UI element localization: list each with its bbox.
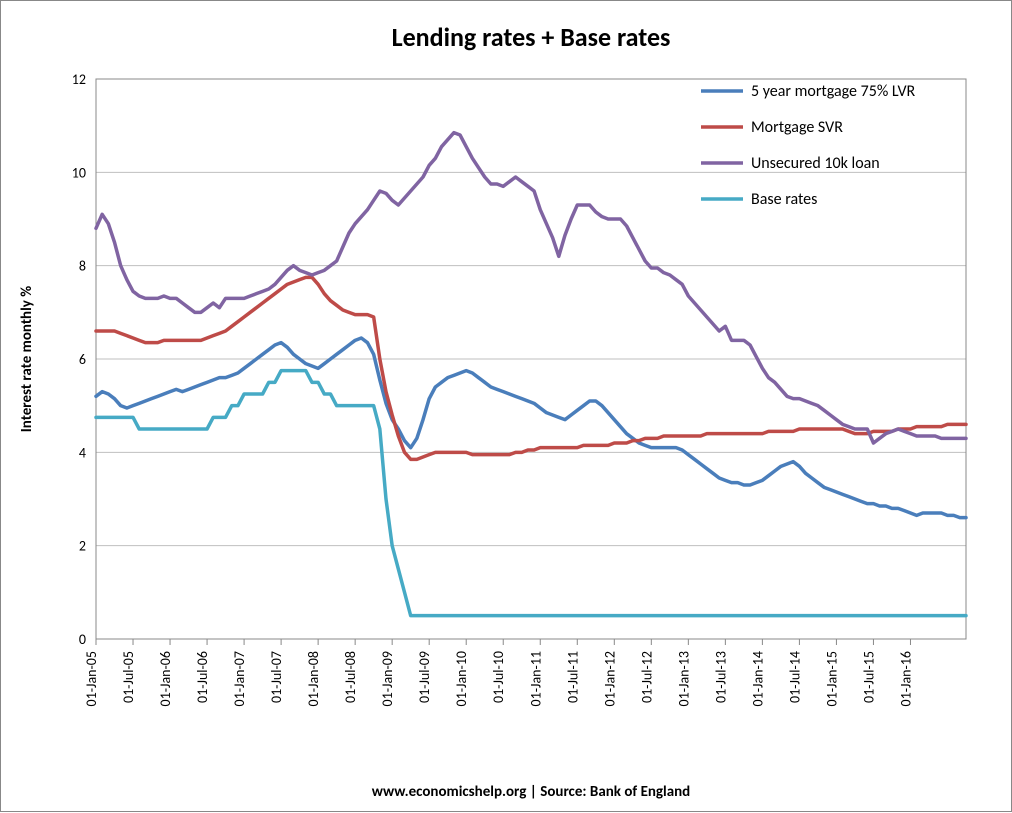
x-tick-label: 01-Jan-15 (823, 651, 840, 706)
x-tick-label: 01-Jul-10 (490, 651, 507, 703)
x-tick-label: 01-Jan-14 (749, 651, 766, 706)
y-tick-label: 8 (79, 258, 86, 275)
x-tick-label: 01-Jan-09 (379, 651, 396, 706)
chart-frame: { "chart": { "type": "line", "title": "L… (0, 0, 1012, 812)
x-tick-label: 01-Jul-15 (860, 651, 877, 703)
series-line (96, 277, 966, 459)
y-tick-label: 4 (79, 444, 86, 461)
y-tick-label: 0 (79, 631, 86, 648)
x-tick-label: 01-Jan-07 (231, 651, 248, 706)
x-tick-label: 01-Jan-11 (527, 651, 544, 706)
legend-label: Unsecured 10k loan (751, 154, 880, 173)
x-tick-label: 01-Jul-07 (268, 651, 285, 703)
y-axis-label: Interest rate monthly % (18, 286, 36, 432)
series-line (96, 133, 966, 443)
x-tick-label: 01-Jan-10 (453, 651, 470, 706)
y-tick-label: 12 (72, 71, 86, 88)
x-tick-label: 01-Jul-06 (194, 651, 211, 703)
x-tick-label: 01-Jul-12 (638, 651, 655, 703)
x-tick-label: 01-Jan-16 (897, 651, 914, 706)
x-tick-label: 01-Jul-05 (120, 651, 137, 703)
y-tick-label: 2 (79, 538, 86, 555)
legend-label: Mortgage SVR (751, 118, 843, 137)
x-tick-label: 01-Jul-13 (712, 651, 729, 703)
x-tick-label: 01-Jul-14 (786, 651, 803, 703)
x-axis-label: www.economicshelp.org | Source: Bank of … (372, 783, 691, 801)
x-tick-label: 01-Jul-09 (416, 651, 433, 703)
chart-title: Lending rates + Base rates (392, 21, 671, 53)
x-tick-label: 01-Jul-08 (342, 651, 359, 703)
legend-label: Base rates (751, 190, 817, 209)
x-tick-label: 01-Jul-11 (564, 651, 581, 703)
y-tick-label: 10 (72, 164, 86, 181)
x-tick-label: 01-Jan-05 (83, 651, 100, 706)
x-tick-label: 01-Jan-13 (675, 651, 692, 706)
x-tick-label: 01-Jan-06 (157, 651, 174, 706)
line-chart: Lending rates + Base rates 0 2 4 6 8 10 12 01-Ja… (1, 1, 1012, 813)
x-tick-label: 01-Jan-12 (601, 651, 618, 706)
legend-label: 5 year mortgage 75% LVR (751, 82, 916, 101)
x-tick-label: 01-Jan-08 (305, 651, 322, 706)
y-tick-label: 6 (79, 351, 86, 368)
